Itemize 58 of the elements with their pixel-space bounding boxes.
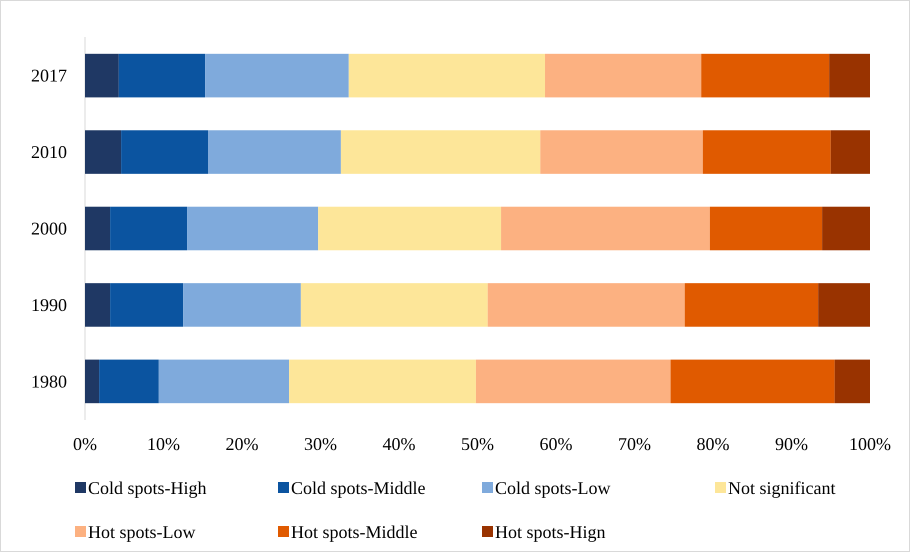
x-tick-label: 0%	[73, 434, 97, 454]
bar	[834, 360, 870, 404]
bar	[829, 54, 870, 98]
x-tick-label: 70%	[618, 434, 651, 454]
x-tick-label: 40%	[382, 434, 416, 454]
x-tick-label: 90%	[775, 434, 808, 454]
bar	[121, 130, 208, 174]
bar	[183, 283, 301, 327]
bar	[540, 130, 703, 174]
legend-label: Hot spots-Middle	[291, 522, 418, 542]
x-tick-label: 100%	[849, 434, 891, 454]
bar	[187, 206, 318, 250]
bar	[85, 54, 119, 98]
legend-label: Cold spots-Middle	[291, 478, 426, 498]
y-tick-label: 2010	[31, 142, 67, 162]
bar	[701, 54, 830, 98]
bar	[110, 283, 184, 327]
bar	[818, 283, 870, 327]
bar	[318, 206, 502, 250]
bar	[85, 283, 110, 327]
bar	[488, 283, 685, 327]
bar	[822, 206, 870, 250]
bar	[85, 360, 100, 404]
y-tick-label: 1980	[31, 371, 67, 392]
legend-label: Cold spots-Low	[495, 478, 611, 498]
bar	[830, 130, 870, 174]
x-tick-label: 50%	[461, 434, 494, 454]
x-tick-label: 20%	[226, 434, 258, 454]
y-tick-label: 1990	[31, 294, 67, 315]
y-tick-label: 2017	[31, 66, 67, 86]
x-tick-label: 10%	[147, 434, 180, 454]
bar	[545, 54, 702, 98]
legend-label: Cold spots-High	[88, 478, 207, 498]
bar	[85, 130, 122, 174]
y-tick-label: 2000	[31, 218, 67, 238]
bar	[208, 130, 341, 174]
bar	[710, 206, 822, 250]
bar	[340, 130, 540, 174]
bar	[300, 283, 488, 327]
bar	[289, 360, 476, 404]
bar	[158, 360, 290, 404]
legend-label: Hot spots-Low	[88, 522, 196, 542]
bar	[118, 54, 206, 98]
bar	[348, 54, 546, 98]
bar	[99, 360, 159, 404]
bar	[205, 54, 349, 98]
x-tick-label: 80%	[696, 434, 730, 454]
bar	[684, 283, 818, 327]
bar	[110, 206, 188, 250]
bar	[501, 206, 710, 250]
bar	[476, 360, 671, 404]
bar	[85, 206, 110, 250]
legend-label: Not significant	[728, 478, 836, 498]
bar	[702, 130, 831, 174]
x-tick-label: 30%	[304, 434, 337, 454]
legend-label: Hot spots-Hign	[495, 522, 606, 542]
bar	[670, 360, 835, 404]
x-tick-label: 60%	[540, 434, 572, 454]
